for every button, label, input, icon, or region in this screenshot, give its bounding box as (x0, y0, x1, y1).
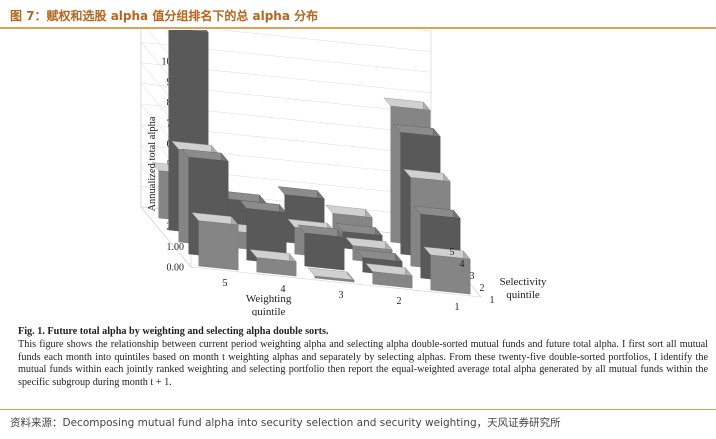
bar (423, 246, 471, 295)
weighting-tick-label: 3 (339, 290, 344, 301)
weighting-tick-label: 5 (223, 278, 228, 289)
selectivity-tick-label: 4 (460, 259, 465, 270)
bar (249, 249, 297, 277)
selectivity-tick-label: 2 (480, 283, 485, 294)
figure-header: 图 7：赋权和选股 alpha 值分组排名下的总 alpha 分布 (0, 0, 716, 30)
caption-title: Fig. 1. Future total alpha by weighting … (18, 326, 329, 337)
figure-title: 图 7：赋权和选股 alpha 值分组排名下的总 alpha 分布 (10, 9, 319, 23)
selectivity-tick-label: 1 (490, 295, 495, 306)
bar-side (314, 275, 355, 283)
footer-divider (0, 409, 716, 410)
bar-side (256, 257, 297, 277)
header-divider (0, 27, 716, 29)
bar-side (430, 254, 471, 295)
bar (365, 263, 413, 289)
bar (297, 224, 345, 271)
y-tick-label: 1.00 (167, 242, 185, 253)
selectivity-axis-title-line2: quintile (506, 289, 540, 301)
weighting-tick-label: 4 (281, 284, 286, 295)
bar-side (372, 271, 413, 289)
selectivity-tick-label: 5 (450, 247, 455, 258)
source-note: 资料来源：Decomposing mutual fund alpha into … (10, 417, 561, 429)
bar (307, 267, 355, 283)
selectivity-axis-title: Selectivity (499, 276, 547, 288)
caption-body: This figure shows the relationship betwe… (18, 338, 708, 389)
bar-side (304, 232, 345, 271)
axis-labels: Annualized total alpha54321Weightingquin… (147, 116, 547, 316)
bar-side (198, 220, 239, 271)
y-tick-label: 0.00 (167, 263, 185, 274)
chart-3d-bar: 0.001.002.003.004.005.006.007.008.009.00… (140, 30, 547, 316)
figure-caption: Fig. 1. Future total alpha by weighting … (18, 326, 708, 390)
bar (191, 212, 239, 271)
chart-bars (151, 30, 471, 295)
weighting-tick-label: 1 (455, 302, 460, 313)
weighting-axis-title: Weighting (246, 293, 292, 305)
weighting-axis-title-line2: quintile (252, 306, 286, 316)
selectivity-tick-label: 3 (470, 271, 475, 282)
y-axis-title: Annualized total alpha (147, 116, 158, 211)
weighting-tick-label: 2 (397, 296, 402, 307)
